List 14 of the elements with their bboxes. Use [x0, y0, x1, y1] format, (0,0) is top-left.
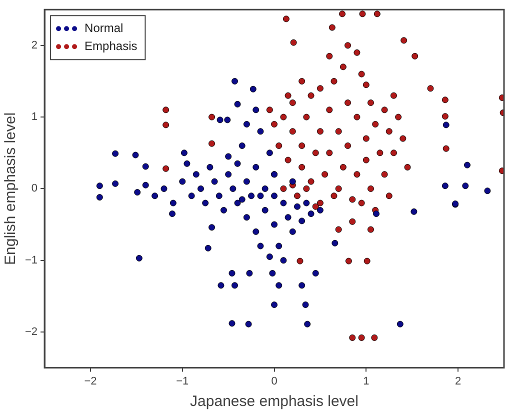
y-tick-label: 0 [31, 182, 38, 195]
legend-label: Normal [84, 20, 124, 35]
y-axis-title: English emphasis level [2, 112, 20, 265]
x-tick-label: 2 [454, 375, 462, 388]
x-tick-label: −2 [84, 375, 97, 388]
legend-label: Emphasis [84, 38, 138, 53]
x-tick-label: 1 [363, 375, 370, 388]
y-tick-label: 2 [31, 39, 38, 52]
x-axis-title: Japanese emphasis level [190, 393, 358, 410]
y-tick-label: 1 [31, 111, 38, 124]
y-tick-label: −1 [24, 254, 38, 266]
x-tick-label: 0 [271, 375, 278, 388]
x-tick-label: −1 [176, 375, 189, 388]
y-tick-label: −2 [24, 326, 38, 338]
